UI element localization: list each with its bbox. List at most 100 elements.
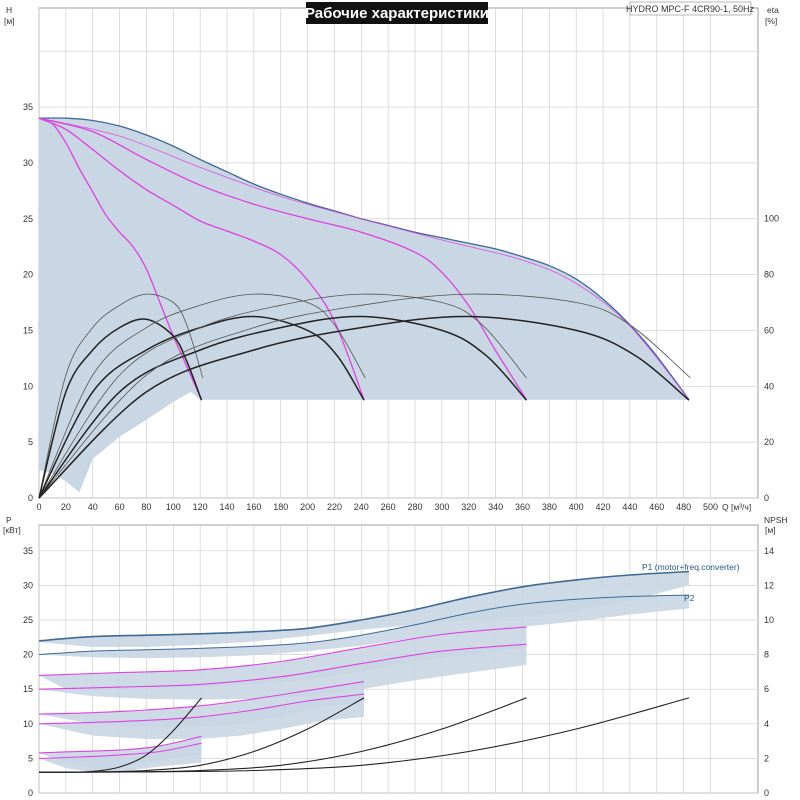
reduced-power-curve <box>38 681 365 715</box>
power-band <box>39 595 689 659</box>
x-tick-label: 360 <box>515 502 530 512</box>
p-tick-label: 15 <box>23 684 33 694</box>
x-tick-label: 260 <box>381 502 396 512</box>
y-tick-label: 35 <box>23 102 33 112</box>
y-tick-label: 5 <box>28 437 33 447</box>
y2-tick-label: 80 <box>764 270 774 280</box>
x-tick-label: 20 <box>61 502 71 512</box>
reduced-power-curve <box>38 693 365 725</box>
y2-axis-label-eta: eta <box>767 5 779 15</box>
x-tick-label: 340 <box>488 502 503 512</box>
p-tick-label: 10 <box>23 719 33 729</box>
head-curves <box>38 117 690 401</box>
power-band <box>39 571 689 647</box>
x-tick-label: 300 <box>434 502 449 512</box>
x-axis-unit-q: [м³/ч] <box>731 502 751 512</box>
x-tick-label: 100 <box>166 502 181 512</box>
y2-axis-unit-eta: [%] <box>765 16 777 26</box>
power-plot-ticks: 0 5 10 15 20 25 30 35 0 2 4 6 8 10 12 14 <box>23 546 774 798</box>
p-tick-label: 0 <box>28 788 33 798</box>
power-curves <box>38 570 690 759</box>
eta-curve <box>38 293 204 499</box>
x-tick-label: 460 <box>649 502 664 512</box>
x-tick-label: 220 <box>327 502 342 512</box>
p1-curve <box>38 570 690 642</box>
x-tick-label: 80 <box>141 502 151 512</box>
y-tick-label: 10 <box>23 381 33 391</box>
x-tick-label: 240 <box>354 502 369 512</box>
x-tick-label: 160 <box>246 502 261 512</box>
reduced-power-curve <box>38 735 202 754</box>
head-curve <box>38 117 528 401</box>
chart-title: Рабочие характеристики <box>305 5 489 22</box>
x-tick-label: 280 <box>408 502 423 512</box>
npsh-tick-label: 4 <box>764 719 769 729</box>
y2-tick-label: 0 <box>764 493 769 503</box>
y-axis-label-p: P <box>6 515 12 525</box>
x-axis-label-q: Q <box>722 502 729 512</box>
x-tick-label: 140 <box>220 502 235 512</box>
eta-curve <box>38 315 528 499</box>
eta-curve <box>38 293 691 499</box>
y-axis-unit-p: [кВт] <box>3 525 21 535</box>
x-tick-label: 420 <box>596 502 611 512</box>
eta-curve <box>38 315 690 499</box>
y-axis-unit-h: [м] <box>4 16 15 26</box>
x-tick-label: 440 <box>622 502 637 512</box>
npsh-tick-label: 10 <box>764 615 774 625</box>
y-tick-label: 25 <box>23 214 33 224</box>
x-tick-label: 60 <box>115 502 125 512</box>
x-tick-label: 40 <box>88 502 98 512</box>
y-tick-label: 30 <box>23 158 33 168</box>
npsh-curve <box>38 697 690 773</box>
y2-tick-label: 60 <box>764 325 774 335</box>
x-tick-label: 480 <box>676 502 691 512</box>
y-tick-label: 15 <box>23 325 33 335</box>
p-tick-label: 20 <box>23 650 33 660</box>
model-label-box <box>629 1 752 16</box>
npsh-curves <box>38 697 690 773</box>
y-tick-label: 20 <box>23 270 33 280</box>
reduced-power-curve <box>38 643 527 690</box>
power-band <box>39 626 527 690</box>
x-tick-label: 120 <box>193 502 208 512</box>
p-tick-label: 25 <box>23 615 33 625</box>
x-tick-label: 0 <box>36 502 41 512</box>
x-tick-label: 400 <box>569 502 584 512</box>
npsh-tick-label: 0 <box>764 788 769 798</box>
title-background <box>306 2 488 24</box>
npsh-tick-label: 14 <box>764 546 774 556</box>
head-plot-ticks: 0 20 40 60 80 100 120 140 160 180 200 220 240 260 280 3… <box>23 102 779 512</box>
npsh-tick-label: 12 <box>764 580 774 590</box>
p-tick-label: 30 <box>23 580 33 590</box>
head-efficiency-plot: 0 20 40 60 80 100 120 140 160 180 200 220 240 260 280 3… <box>4 1 779 512</box>
eta-curve <box>38 315 365 499</box>
power-npsh-plot: 0 5 10 15 20 25 30 35 0 2 4 6 8 10 12 14 P [кВт] NPSH [… <box>3 515 788 798</box>
eta-curve <box>38 318 203 499</box>
reduced-power-curve <box>38 626 527 676</box>
series-label-p1: P1 (motor+freq.converter) <box>642 562 740 572</box>
p2-curve <box>38 594 690 656</box>
y2-tick-label: 40 <box>764 381 774 391</box>
model-label: HYDRO MPC-F 4CR90-1, 50Hz <box>626 4 755 14</box>
y-tick-label: 0 <box>28 493 33 503</box>
head-curve <box>38 117 365 400</box>
power-band <box>39 743 202 773</box>
y2-axis-unit-npsh: [м] <box>765 525 776 535</box>
x-tick-label: 200 <box>300 502 315 512</box>
p-tick-label: 5 <box>28 753 33 763</box>
p-tick-label: 35 <box>23 546 33 556</box>
head-curve <box>38 117 690 400</box>
y-axis-label-h: H <box>6 5 12 15</box>
npsh-tick-label: 8 <box>764 650 769 660</box>
series-label-p2: P2 <box>684 593 695 603</box>
x-tick-label: 500 <box>703 502 718 512</box>
reduced-power-curve <box>38 742 202 759</box>
x-tick-label: 380 <box>542 502 557 512</box>
y2-axis-label-npsh: NPSH <box>764 515 788 525</box>
npsh-tick-label: 6 <box>764 684 769 694</box>
npsh-tick-label: 2 <box>764 753 769 763</box>
x-tick-label: 180 <box>273 502 288 512</box>
x-tick-label: 320 <box>461 502 476 512</box>
